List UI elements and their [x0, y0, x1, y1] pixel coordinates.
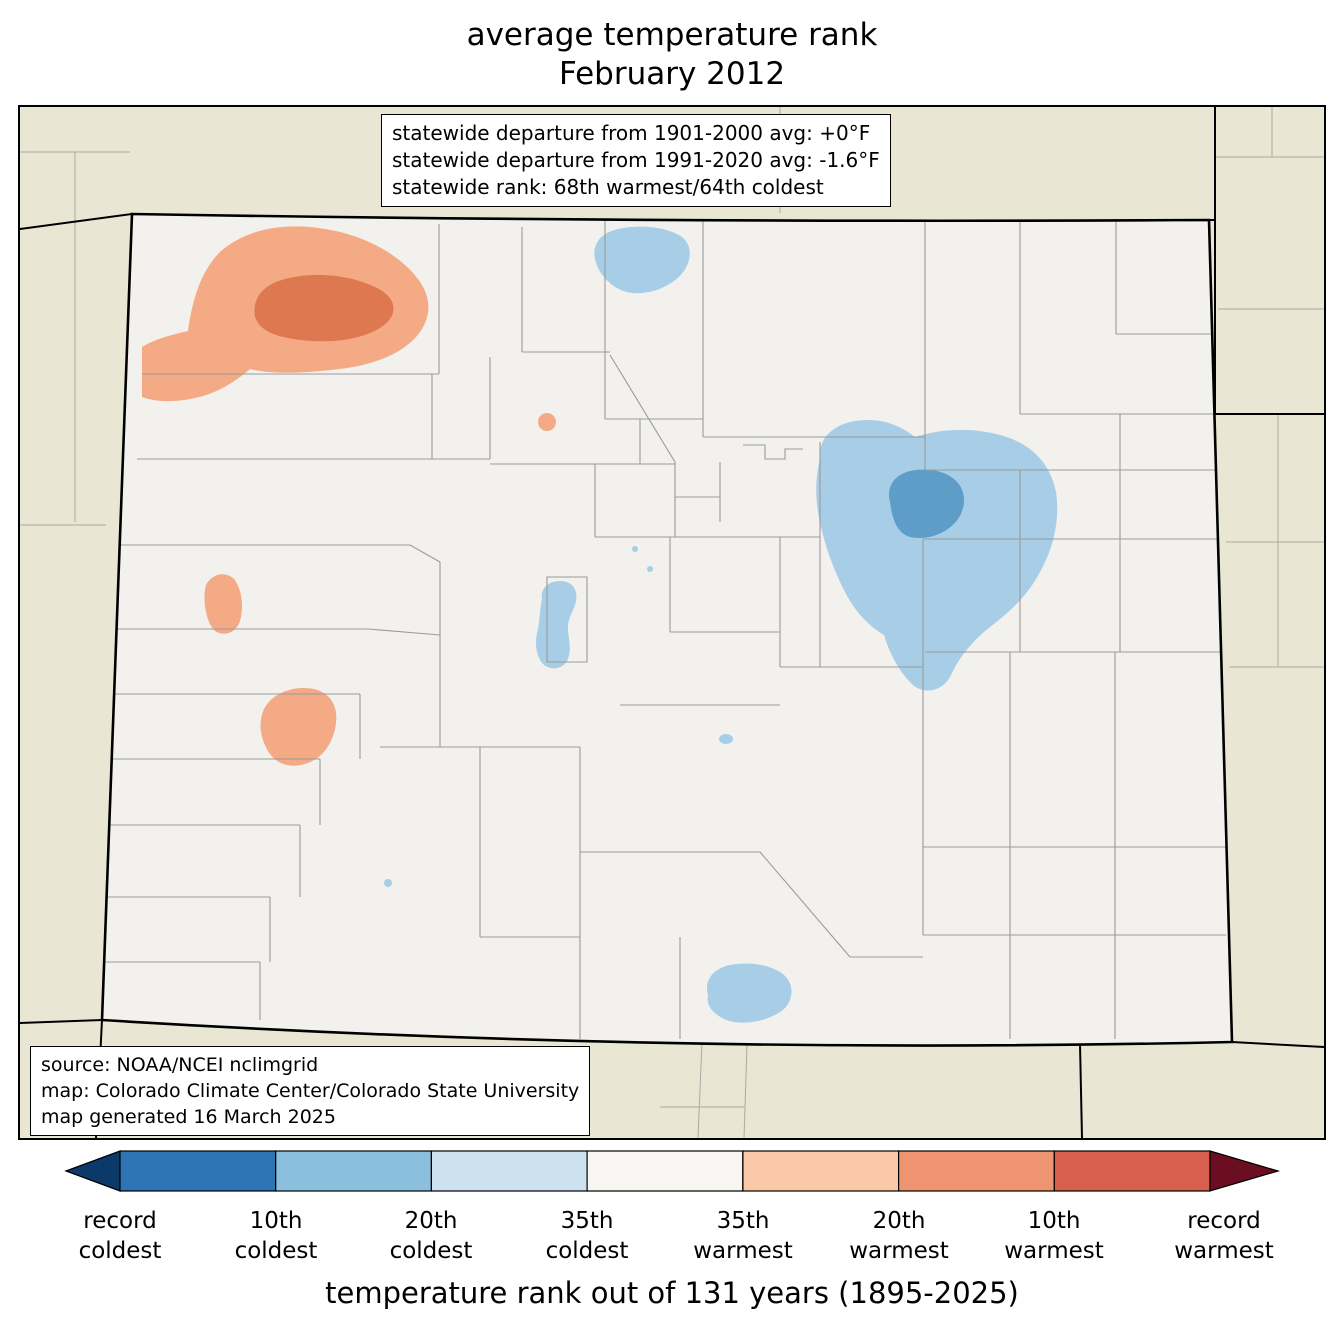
map-credit-line: map: Colorado Climate Center/Colorado St… [41, 1080, 580, 1102]
colorbar-label-20th-coldest: 20th coldest [389, 1208, 473, 1264]
cool-speck [384, 879, 392, 887]
warm-region-southwest [260, 687, 337, 766]
cool-region-south [706, 963, 792, 1023]
colorbar-arrow-record-coldest [64, 1150, 121, 1192]
warm-core-northwest [254, 274, 394, 342]
colorbar-label-record-coldest: record coldest [78, 1208, 162, 1264]
colorado-map [20, 107, 1324, 1138]
cool-region-north [594, 226, 690, 294]
cool-region-center [536, 581, 577, 669]
stat-departure-1901-2000: statewide departure from 1901-2000 avg: … [392, 121, 871, 145]
warm-region-westcentral [204, 574, 242, 634]
county-boundaries [102, 217, 1226, 1039]
colorbar-label-35th-warmest: 35th warmest [693, 1208, 793, 1264]
generated-date-line: map generated 16 March 2025 [41, 1106, 336, 1128]
cool-speck [719, 734, 733, 744]
source-line: source: NOAA/NCEI nclimgrid [41, 1054, 319, 1076]
colorbar-caption: temperature rank out of 131 years (1895-… [325, 1276, 1019, 1310]
cool-speck [647, 566, 653, 572]
cool-anomaly-regions [384, 226, 1058, 1023]
colorbar-segment-20th-warmest [897, 1150, 1055, 1192]
source-box: source: NOAA/NCEI nclimgrid map: Colorad… [30, 1046, 591, 1136]
colorbar-segment-20th-coldest [275, 1150, 433, 1192]
colorbar-segment-35th-coldest [430, 1150, 588, 1192]
cool-region-east [816, 419, 1058, 691]
stat-rank: statewide rank: 68th warmest/64th coldes… [392, 175, 824, 199]
map-frame [18, 105, 1326, 1140]
colorbar-segment-35th-warmest [742, 1150, 900, 1192]
colorbar [64, 1150, 1281, 1192]
cool-speck [632, 546, 638, 552]
colorbar-segment-10th-warmest [1053, 1150, 1211, 1192]
colorbar-label-record-warmest: record warmest [1174, 1208, 1274, 1264]
page-title: average temperature rank February 2012 [0, 16, 1344, 94]
neighbor-county-lines [20, 107, 1324, 1138]
title-line-1: average temperature rank [466, 17, 878, 53]
colorbar-label-35th-coldest: 35th coldest [545, 1208, 629, 1264]
cool-core-east [888, 469, 964, 539]
colorbar-segment-10th-coldest [119, 1150, 277, 1192]
colorbar-label-10th-coldest: 10th coldest [234, 1208, 318, 1264]
stat-departure-1991-2020: statewide departure from 1991-2020 avg: … [392, 148, 880, 172]
statewide-stats-box: statewide departure from 1901-2000 avg: … [381, 114, 891, 207]
colorbar-segment-near-normal [586, 1150, 744, 1192]
colorbar-label-10th-warmest: 10th warmest [1004, 1208, 1104, 1264]
state-fill [102, 214, 1232, 1046]
warm-dot-central [538, 413, 556, 431]
colorbar-arrow-record-warmest [1209, 1150, 1281, 1192]
title-line-2: February 2012 [558, 56, 786, 92]
colorbar-label-20th-warmest: 20th warmest [849, 1208, 949, 1264]
state-border [100, 212, 1234, 1047]
